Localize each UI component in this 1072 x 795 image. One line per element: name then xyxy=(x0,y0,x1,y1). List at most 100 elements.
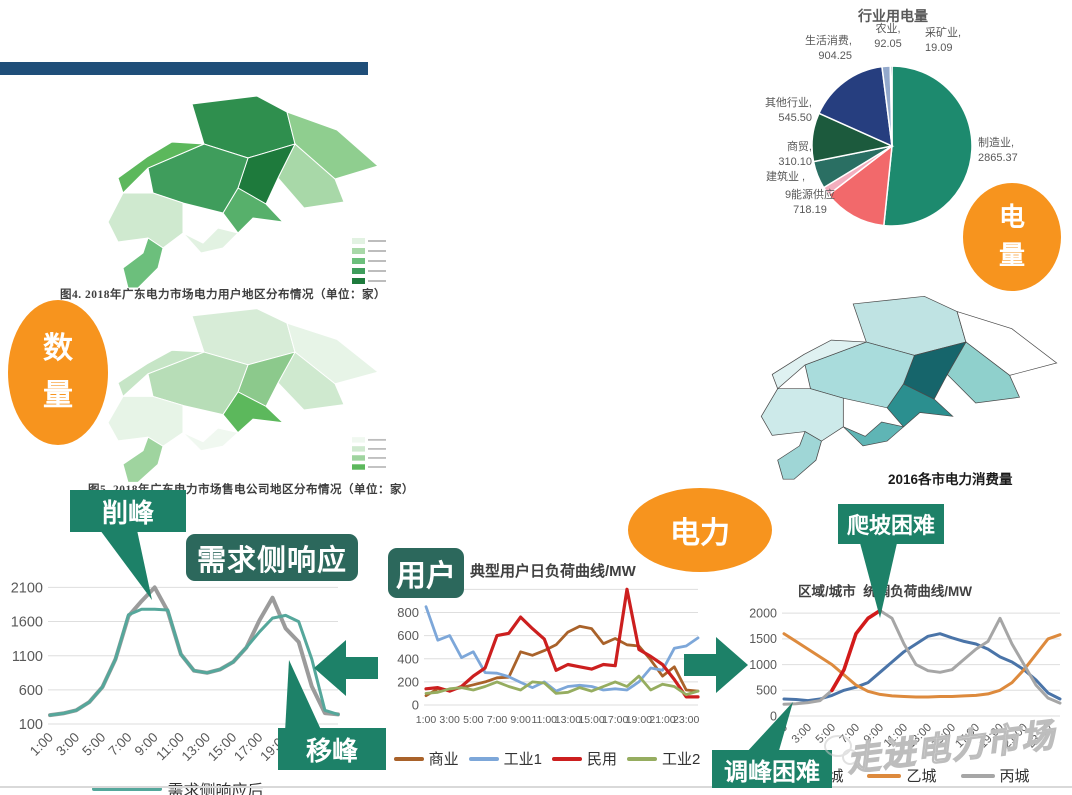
legend-item: 商业 xyxy=(393,748,459,769)
y-axis-tick: 600 xyxy=(397,628,419,643)
pie-label: 生活消费, 904.25 xyxy=(804,35,852,62)
x-axis-tick: 1:00 xyxy=(766,722,790,746)
y-axis-tick: 600 xyxy=(19,683,43,699)
x-axis-tick: 5:00 xyxy=(79,730,108,759)
y-axis-tick: 1100 xyxy=(12,649,43,665)
x-axis-tick: 9:00 xyxy=(510,714,531,726)
legend-line-swatch xyxy=(552,756,582,761)
map-caption-users: 图4. 2018年广东电力市场电力用户地区分布情况（单位：家） xyxy=(60,289,386,301)
badge-power: 电力 xyxy=(628,488,772,572)
guangdong-map-retail-companies xyxy=(107,308,386,483)
legend-label: 民用 xyxy=(587,751,618,768)
industry-usage-pie xyxy=(808,58,978,233)
legend-line-swatch xyxy=(92,787,163,791)
map-legend xyxy=(352,238,386,284)
pie-label: 9能源供应 718.19 xyxy=(784,189,836,216)
pie-slice-能源供应 xyxy=(827,144,893,227)
x-axis-tick: 11:00 xyxy=(532,714,558,726)
x-axis-tick: 3:00 xyxy=(790,722,814,746)
x-axis-tick: 15:00 xyxy=(205,730,240,765)
pie-label: 制造业, 2865.37 xyxy=(978,137,1018,164)
chart-title: 典型用户日负荷曲线/MW xyxy=(470,563,636,580)
legend-label: 商业 xyxy=(428,751,459,768)
legend-item: 丙城 xyxy=(960,765,1030,786)
pie-title: 行业用电量 xyxy=(858,8,928,24)
legend-line-swatch xyxy=(960,773,995,778)
pie-label: 农业, 92.05 xyxy=(874,23,902,50)
x-axis-tick: 13:00 xyxy=(555,714,581,726)
x-axis-tick: 11:00 xyxy=(153,730,187,764)
legend-label: 工业2 xyxy=(662,751,701,768)
map-legend xyxy=(352,437,386,470)
x-axis-tick: 17:00 xyxy=(231,730,266,765)
series-民用 xyxy=(424,587,700,699)
pie-slice-采矿业 xyxy=(889,65,893,147)
guangdong-map-consumption xyxy=(760,295,1058,480)
y-axis-tick: 0 xyxy=(770,709,777,723)
legend-line-swatch xyxy=(468,756,499,761)
legend-label: 工业1 xyxy=(503,751,542,768)
series-丙城 xyxy=(782,609,1062,706)
banner-demand-response: 需求侧响应 xyxy=(186,534,358,581)
series-商业 xyxy=(424,624,700,698)
chart-plot: 0 500 1000 1500 2000 1:00 3:00 5:00 7:00 9:00 11:0… xyxy=(732,600,1072,763)
y-axis-tick: 200 xyxy=(397,674,419,689)
pie-label: 建筑业 , xyxy=(766,171,806,183)
legend-line-swatch xyxy=(393,756,424,761)
legend-label: 乙城 xyxy=(906,768,937,785)
pie-svg xyxy=(811,65,973,227)
x-axis-tick: 15:00 xyxy=(578,714,604,726)
x-axis-tick: 5:00 xyxy=(463,714,484,726)
legend-item: 乙城 xyxy=(867,765,937,786)
x-axis-tick: 3:00 xyxy=(53,730,82,759)
callout-regulation-difficulty: 调峰困难 xyxy=(712,750,832,788)
callout-peak-shaving: 削峰 xyxy=(70,490,186,532)
map-caption-consumption: 2016各市电力消费量 xyxy=(888,472,1013,487)
map-regions xyxy=(107,95,380,289)
chart-plot: 020040060080010001:003:005:007:009:0011:… xyxy=(382,581,712,738)
x-axis-tick: 17:00 xyxy=(602,714,628,726)
badge-quantity: 数 量 xyxy=(8,300,108,445)
pie-label: 采矿业, 19.09 xyxy=(925,27,962,54)
x-axis-tick: 7:00 xyxy=(105,730,134,759)
series-工业1 xyxy=(424,605,700,693)
legend-item: 工业1 xyxy=(468,748,542,769)
x-axis-tick: 13:00 xyxy=(179,730,214,765)
pie-slice-制造业 xyxy=(882,65,973,227)
y-axis-tick: 800 xyxy=(397,605,419,620)
legend-item: 民用 xyxy=(552,748,617,769)
legend-line-swatch xyxy=(867,773,902,778)
map-regions xyxy=(107,308,380,483)
chart-title: 区域/城市 统调负荷曲线/MW xyxy=(798,584,972,599)
x-axis-tick: 1:00 xyxy=(27,730,56,759)
legend-item: 工业2 xyxy=(627,748,700,769)
pie-slice-生活消费 xyxy=(817,65,893,148)
x-axis-tick: 7:00 xyxy=(487,714,508,726)
series-甲城 xyxy=(782,632,1062,703)
x-axis-tick: 3:00 xyxy=(439,714,460,726)
x-axis-tick: 1:00 xyxy=(416,714,437,726)
x-axis-tick: 21:00 xyxy=(649,714,675,726)
y-axis-tick: 100 xyxy=(19,717,43,733)
legend-line-swatch xyxy=(627,756,658,761)
pie-label: 商贸, 310.10 xyxy=(778,141,812,168)
guangdong-map-power-users xyxy=(107,95,386,289)
y-axis-tick: 0 xyxy=(412,698,419,713)
y-axis-tick: 1000 xyxy=(749,658,777,672)
series-乙城 xyxy=(782,632,1062,699)
y-axis-tick: 500 xyxy=(756,684,777,698)
load-hub-diagram xyxy=(368,92,760,522)
badge-energy: 电 量 xyxy=(963,183,1061,291)
watermark-bubble-icon xyxy=(824,735,858,765)
series-需求侧响应后 xyxy=(48,607,340,717)
y-axis-tick: 2000 xyxy=(749,607,777,621)
chart-legend: 商业 工业1 民用 工业2 xyxy=(382,748,712,769)
callout-peak-shifting: 移峰 xyxy=(278,728,386,770)
series-工业2 xyxy=(424,674,700,696)
x-axis-tick: 23:00 xyxy=(673,714,699,726)
y-axis-tick: 2100 xyxy=(11,580,43,596)
y-axis-tick: 1600 xyxy=(11,615,43,631)
typical-user-load-chart: 典型用户日负荷曲线/MW 020040060080010001:003:005:… xyxy=(382,552,712,792)
